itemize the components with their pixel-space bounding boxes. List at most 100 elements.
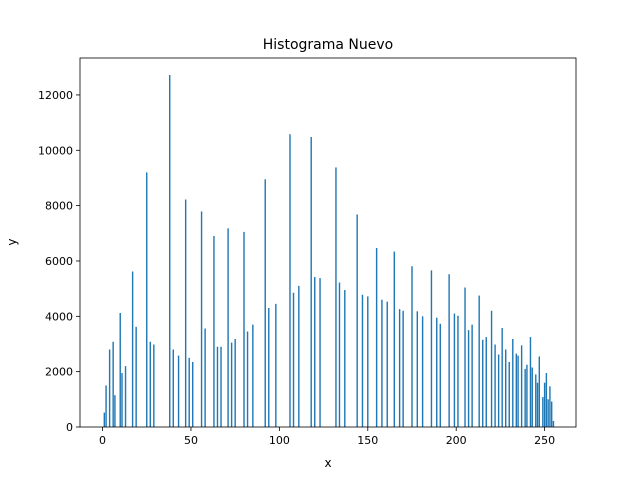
histogram-bar [505, 349, 507, 427]
histogram-bar [344, 290, 346, 427]
y-tick-label: 6000 [45, 255, 73, 268]
histogram-bar [298, 285, 300, 427]
histogram-bar [436, 317, 438, 427]
histogram-bar [542, 397, 544, 427]
histogram-bar [545, 373, 548, 427]
histogram-bar [108, 349, 111, 427]
y-tick-label: 0 [66, 421, 73, 434]
histogram-bar [310, 137, 312, 427]
histogram-bar [531, 367, 533, 427]
histogram-bar [268, 308, 270, 427]
histogram-bar [319, 278, 321, 427]
histogram-bar [411, 266, 413, 427]
histogram-bar [501, 327, 503, 427]
x-tick-label: 250 [534, 434, 555, 447]
axes-frame [79, 57, 577, 428]
histogram-bar [234, 339, 236, 427]
y-axis-label: y [5, 238, 19, 245]
y-tick-label: 8000 [45, 200, 73, 213]
histogram-bar [105, 385, 107, 427]
histogram-bar [381, 299, 383, 427]
chart-title: Histograma Nuevo [263, 37, 393, 53]
histogram-bar [485, 337, 487, 427]
histogram-bar [515, 353, 518, 427]
histogram-bar [448, 274, 450, 427]
histogram-bar [467, 330, 470, 427]
histogram-bar [508, 361, 510, 427]
histogram-bar [220, 346, 222, 427]
histogram-bar [356, 214, 358, 427]
histogram-bar [457, 315, 459, 427]
histogram-bar [549, 386, 551, 427]
y-tick-label: 2000 [45, 366, 73, 379]
histogram-bar [246, 331, 249, 427]
histogram-bar [119, 312, 121, 427]
histogram-bar [264, 179, 266, 427]
histogram-bar [398, 309, 401, 427]
y-tick-label: 10000 [38, 144, 73, 157]
histogram-bar [227, 228, 229, 427]
histogram-bar [213, 236, 215, 427]
histogram-bar [536, 382, 539, 427]
histogram-bar [252, 324, 254, 427]
histogram-bar [135, 326, 137, 427]
histogram-bar [172, 349, 174, 427]
histogram-bar [292, 292, 295, 427]
x-axis-label: x [324, 456, 331, 470]
histogram-bar [121, 373, 123, 427]
histogram-bar [402, 310, 404, 427]
histogram-bar [112, 341, 114, 427]
histogram-bar [552, 420, 555, 427]
histogram-bar [494, 344, 496, 427]
histogram-bar [543, 382, 546, 427]
histogram-bar [289, 134, 291, 428]
histogram-bar [453, 313, 456, 427]
histogram-bar [550, 401, 553, 427]
y-tick-label: 4000 [45, 310, 73, 323]
histogram-bar [375, 247, 378, 427]
histogram-bar [275, 303, 277, 427]
histogram-bar [149, 341, 151, 427]
histogram-bar [482, 339, 484, 427]
x-tick-label: 200 [446, 434, 467, 447]
histogram-bar [524, 368, 526, 427]
histogram-bar [526, 364, 528, 427]
histogram-bar [314, 277, 316, 427]
histogram-bar [243, 231, 245, 427]
histogram-bar [517, 355, 519, 427]
histogram-bar [421, 316, 424, 427]
histogram-bar [103, 412, 106, 427]
histogram-bar [497, 354, 500, 427]
histogram-bar [188, 357, 190, 427]
histogram-bar [490, 310, 493, 427]
y-axis-ticks: 0 2000 4000 6000 8000 10000 12000 [38, 89, 80, 434]
x-tick-label: 0 [99, 434, 106, 447]
histogram-bar [538, 356, 541, 427]
histogram-bar [386, 301, 388, 427]
histogram-bar [478, 295, 480, 427]
histogram-bar [114, 395, 116, 427]
x-tick-label: 150 [357, 434, 378, 447]
histogram-bar [439, 323, 441, 427]
x-tick-label: 100 [269, 434, 290, 447]
histogram-bar [335, 167, 337, 427]
histogram-bar [124, 366, 127, 427]
histogram-bar [361, 294, 364, 427]
histogram-bar [367, 296, 369, 427]
histogram-bar [471, 324, 473, 427]
bars-group [103, 75, 555, 428]
histogram-bar [204, 328, 206, 427]
histogram-bar [535, 374, 537, 427]
histogram-bar [416, 311, 418, 427]
histogram-bar [200, 211, 203, 427]
histogram-bar [464, 287, 466, 427]
histogram-bar [169, 75, 171, 428]
histogram-bar [512, 339, 514, 427]
histogram-bar [216, 346, 219, 427]
histogram-bar [520, 345, 523, 427]
x-axis-ticks: 0 50 100 150 200 250 [99, 427, 555, 447]
y-tick-label: 12000 [38, 89, 73, 102]
histogram-bar [547, 399, 549, 427]
histogram-bar [177, 355, 180, 427]
